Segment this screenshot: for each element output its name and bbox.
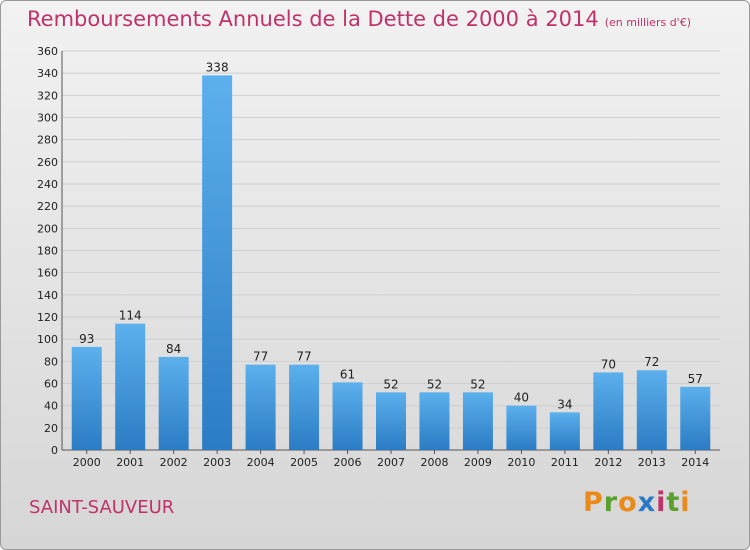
x-tick-label: 2003 [203, 456, 231, 469]
bar-2008 [419, 392, 450, 450]
x-tick-label: 2007 [377, 456, 405, 469]
chart-title: Remboursements Annuels de la Dette de 20… [27, 7, 691, 31]
bar-2003 [202, 75, 233, 450]
y-tick-label: 240 [37, 178, 58, 191]
y-tick-label: 220 [37, 200, 58, 213]
y-tick-label: 40 [44, 400, 58, 413]
y-tick-label: 140 [37, 289, 58, 302]
logo-letter: i [680, 487, 691, 518]
bar-2006 [332, 382, 363, 450]
x-tick-label: 2014 [681, 456, 709, 469]
y-tick-label: 120 [37, 311, 58, 324]
logo-letter: P [583, 487, 604, 518]
x-tick-label: 2000 [73, 456, 101, 469]
data-label: 40 [514, 391, 529, 405]
data-label: 34 [557, 397, 572, 411]
bar-2000 [71, 346, 102, 450]
x-tick-label: 2005 [290, 456, 318, 469]
y-axis-ticks: 0 20 40 60 80 100 120 140 160 180 200 220 240 260 280 3… [37, 45, 58, 457]
y-tick-label: 340 [37, 67, 58, 80]
title-unit: (en milliers d'€) [604, 16, 691, 29]
x-tick-label: 2008 [420, 456, 448, 469]
logo-letter: o [618, 487, 638, 518]
bar-2014 [680, 386, 711, 450]
y-tick-label: 280 [37, 134, 58, 147]
x-tick-label: 2012 [594, 456, 622, 469]
data-label: 114 [119, 309, 142, 323]
data-label: 338 [206, 60, 229, 74]
bar-2001 [115, 323, 146, 450]
y-tick-label: 260 [37, 156, 58, 169]
y-tick-label: 60 [44, 378, 58, 391]
y-tick-label: 200 [37, 222, 58, 235]
logo-letter: r [603, 487, 619, 518]
y-tick-label: 0 [51, 444, 58, 457]
bars [71, 75, 711, 450]
data-label: 77 [296, 350, 311, 364]
data-label: 72 [644, 355, 659, 369]
data-labels: 93 114 84 338 77 77 61 52 52 52 40 34 70 72 57 [79, 60, 703, 411]
bar-2013 [636, 370, 667, 450]
bar-2004 [245, 364, 276, 450]
data-label: 77 [253, 350, 268, 364]
y-tick-label: 180 [37, 245, 58, 258]
logo-letter: t [666, 487, 681, 518]
proxiti-logo: Proxiti [583, 487, 691, 518]
data-label: 93 [79, 332, 94, 346]
x-tick-label: 2013 [638, 456, 666, 469]
title-text: Remboursements Annuels de la Dette de 20… [27, 7, 599, 31]
y-tick-label: 100 [37, 333, 58, 346]
city-name: SAINT-SAUVEUR [29, 497, 175, 518]
x-tick-label: 2004 [247, 456, 275, 469]
data-label: 52 [427, 377, 442, 391]
x-tick-label: 2002 [160, 456, 188, 469]
y-tick-label: 320 [37, 89, 58, 102]
bar-2012 [593, 372, 624, 450]
y-tick-label: 360 [37, 45, 58, 58]
bar-2005 [289, 364, 320, 450]
data-label: 61 [340, 367, 355, 381]
bar-2010 [506, 405, 537, 450]
logo-letter: i [656, 487, 667, 518]
x-tick-label: 2011 [551, 456, 579, 469]
y-tick-label: 300 [37, 112, 58, 125]
y-tick-label: 20 [44, 422, 58, 435]
logo-letter: x [637, 487, 657, 518]
x-tick-label: 2001 [116, 456, 144, 469]
y-tick-label: 80 [44, 355, 58, 368]
data-label: 70 [601, 357, 616, 371]
bar-2002 [158, 356, 189, 450]
y-tick-label: 160 [37, 267, 58, 280]
data-label: 84 [166, 342, 181, 356]
x-tick-label: 2010 [507, 456, 535, 469]
data-label: 57 [688, 372, 703, 386]
data-label: 52 [470, 377, 485, 391]
x-tick-label: 2009 [464, 456, 492, 469]
bar-2007 [376, 392, 406, 450]
x-tick-label: 2006 [334, 456, 362, 469]
data-label: 52 [383, 377, 398, 391]
bar-2011 [549, 412, 580, 450]
x-axis-ticks: 2000 2001 2002 2003 2004 2005 2006 2007 2008 2009… [73, 450, 709, 469]
bar-2009 [462, 392, 493, 450]
